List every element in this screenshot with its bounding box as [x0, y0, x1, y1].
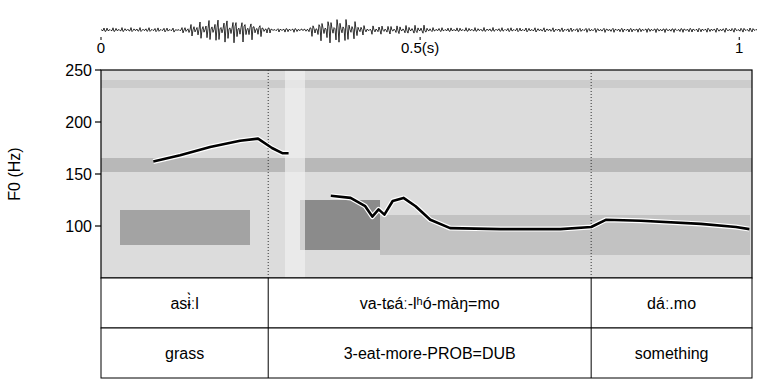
y-tick [95, 69, 101, 70]
tier-boundary [268, 328, 269, 378]
x-tick [420, 37, 421, 40]
y-tick-label: 250 [65, 62, 92, 79]
plot-area [153, 139, 749, 230]
x-tick-label: 0 [97, 39, 105, 56]
y-tick-label: 150 [65, 166, 92, 183]
x-tick-label: 1 [735, 39, 743, 56]
spectrogram-band [101, 158, 752, 172]
tier [101, 278, 752, 328]
plot-frame [101, 70, 752, 278]
spectrogram-band [101, 80, 752, 88]
tier-label: something [635, 345, 709, 362]
tier-label: grass [165, 345, 204, 362]
tier-boundary [268, 278, 269, 328]
spectrogram [101, 70, 752, 278]
tier-boundary [591, 278, 592, 328]
tier-boundary [591, 328, 592, 378]
spectrogram-ground [101, 70, 752, 278]
figure: 0 0.5(s) 1 100 150 200 250 F0 (Hz) asɨ̀ːl va-tɕáː… [0, 0, 761, 383]
y-tick [95, 173, 101, 174]
tier-label: 3-eat-more-PROB=DUB [344, 345, 516, 362]
spectrogram-band [120, 210, 250, 245]
tier [101, 328, 752, 378]
boundary-line [591, 70, 592, 278]
f0-line-halo [153, 139, 749, 230]
y-tick-label: 200 [65, 114, 92, 131]
boundary-line [268, 70, 269, 278]
x-tick [101, 37, 102, 40]
tier-label: va-tɕáː-lʰó-màŋ=mo [360, 295, 500, 312]
tier-label: asɨ̀ːl [170, 292, 198, 311]
tier-label: dáː.mo [647, 295, 696, 312]
y-tick-label: 100 [65, 218, 92, 235]
y-tick [95, 121, 101, 122]
x-tick [739, 37, 740, 40]
x-tick-label: 0.5(s) [401, 39, 439, 56]
spectrogram-band [285, 70, 305, 278]
f0-line [153, 139, 749, 230]
chart: 0 0.5(s) 1 100 150 200 250 F0 (Hz) asɨ̀ːl va-tɕáː… [0, 0, 761, 383]
y-axis-title: F0 (Hz) [6, 147, 23, 200]
y-tick [95, 225, 101, 226]
